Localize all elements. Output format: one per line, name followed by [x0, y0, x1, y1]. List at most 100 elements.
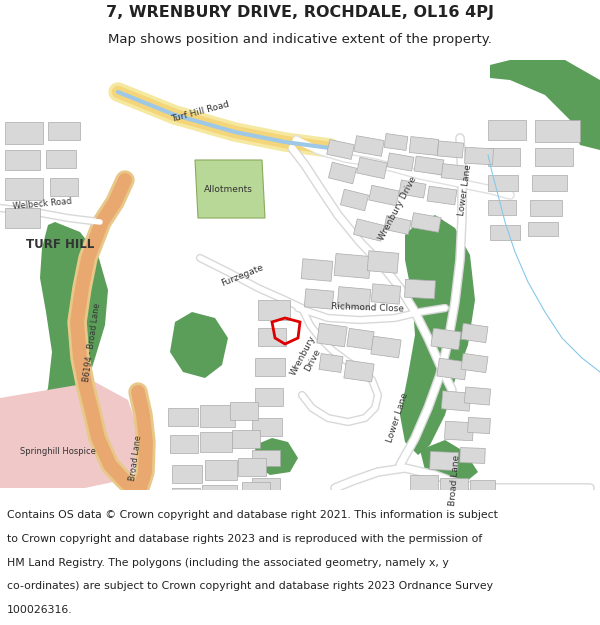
FancyBboxPatch shape	[200, 405, 235, 427]
Polygon shape	[400, 215, 475, 455]
FancyBboxPatch shape	[445, 421, 473, 441]
FancyBboxPatch shape	[5, 178, 43, 200]
Text: Broad Lane: Broad Lane	[448, 454, 462, 506]
Polygon shape	[170, 312, 228, 378]
FancyBboxPatch shape	[535, 148, 573, 166]
FancyBboxPatch shape	[172, 465, 202, 483]
Polygon shape	[195, 160, 265, 218]
FancyBboxPatch shape	[48, 122, 80, 140]
FancyBboxPatch shape	[170, 435, 198, 453]
FancyBboxPatch shape	[409, 137, 439, 156]
FancyBboxPatch shape	[252, 418, 282, 436]
FancyBboxPatch shape	[202, 485, 237, 503]
FancyBboxPatch shape	[347, 328, 374, 349]
FancyBboxPatch shape	[371, 336, 401, 358]
FancyBboxPatch shape	[488, 120, 526, 140]
Text: to Crown copyright and database rights 2023 and is reproduced with the permissio: to Crown copyright and database rights 2…	[7, 534, 482, 544]
FancyBboxPatch shape	[230, 402, 258, 420]
FancyBboxPatch shape	[319, 354, 343, 372]
Text: Wrenbury Drive: Wrenbury Drive	[377, 174, 419, 241]
FancyBboxPatch shape	[532, 175, 567, 191]
FancyBboxPatch shape	[460, 448, 485, 463]
FancyBboxPatch shape	[232, 430, 260, 448]
FancyBboxPatch shape	[437, 141, 464, 158]
Text: Contains OS data © Crown copyright and database right 2021. This information is : Contains OS data © Crown copyright and d…	[7, 510, 498, 520]
FancyBboxPatch shape	[301, 259, 333, 281]
FancyBboxPatch shape	[304, 289, 334, 309]
FancyBboxPatch shape	[334, 254, 371, 279]
FancyBboxPatch shape	[414, 156, 444, 175]
FancyBboxPatch shape	[200, 432, 232, 452]
FancyBboxPatch shape	[461, 323, 488, 342]
FancyBboxPatch shape	[255, 388, 283, 406]
Text: co-ordinates) are subject to Crown copyright and database rights 2023 Ordnance S: co-ordinates) are subject to Crown copyr…	[7, 581, 493, 591]
FancyBboxPatch shape	[252, 478, 280, 494]
Text: Allotments: Allotments	[203, 186, 253, 194]
FancyBboxPatch shape	[530, 200, 562, 216]
FancyBboxPatch shape	[535, 120, 580, 142]
FancyBboxPatch shape	[168, 408, 198, 426]
Text: Richmond Close: Richmond Close	[331, 302, 404, 314]
FancyBboxPatch shape	[387, 153, 414, 171]
Text: Map shows position and indicative extent of the property.: Map shows position and indicative extent…	[108, 32, 492, 46]
FancyBboxPatch shape	[430, 451, 458, 471]
FancyBboxPatch shape	[464, 387, 491, 405]
Text: Welbeck Road: Welbeck Road	[12, 197, 72, 211]
FancyBboxPatch shape	[252, 450, 280, 466]
FancyBboxPatch shape	[488, 200, 516, 215]
FancyBboxPatch shape	[344, 360, 374, 382]
Text: B6194 - Broad Lane: B6194 - Broad Lane	[82, 302, 102, 382]
FancyBboxPatch shape	[399, 180, 426, 198]
Text: Lower Lane: Lower Lane	[457, 164, 473, 216]
Text: Turf Hill Road: Turf Hill Road	[170, 100, 230, 124]
FancyBboxPatch shape	[441, 391, 471, 411]
FancyBboxPatch shape	[440, 478, 468, 493]
Text: TURF HILL: TURF HILL	[26, 239, 94, 251]
Text: HM Land Registry. The polygons (including the associated geometry, namely x, y: HM Land Registry. The polygons (includin…	[7, 558, 449, 568]
FancyBboxPatch shape	[404, 279, 436, 299]
Polygon shape	[420, 440, 478, 485]
FancyBboxPatch shape	[238, 458, 266, 476]
FancyBboxPatch shape	[328, 162, 356, 184]
Text: Broad Lane: Broad Lane	[128, 435, 143, 481]
Text: Springhill Hospice: Springhill Hospice	[20, 448, 96, 456]
FancyBboxPatch shape	[327, 139, 354, 159]
FancyBboxPatch shape	[464, 148, 493, 165]
FancyBboxPatch shape	[467, 418, 490, 434]
FancyBboxPatch shape	[427, 186, 457, 205]
FancyBboxPatch shape	[384, 216, 411, 234]
FancyBboxPatch shape	[410, 475, 438, 491]
FancyBboxPatch shape	[5, 122, 43, 144]
FancyBboxPatch shape	[369, 185, 399, 206]
FancyBboxPatch shape	[258, 328, 286, 346]
Polygon shape	[490, 60, 600, 150]
FancyBboxPatch shape	[337, 287, 371, 309]
FancyBboxPatch shape	[50, 178, 78, 196]
Text: 7, WRENBURY DRIVE, ROCHDALE, OL16 4PJ: 7, WRENBURY DRIVE, ROCHDALE, OL16 4PJ	[106, 5, 494, 20]
FancyBboxPatch shape	[258, 300, 290, 320]
FancyBboxPatch shape	[431, 328, 461, 350]
Text: 100026316.: 100026316.	[7, 605, 73, 615]
FancyBboxPatch shape	[5, 150, 40, 170]
FancyBboxPatch shape	[470, 480, 495, 494]
FancyBboxPatch shape	[367, 251, 399, 273]
FancyBboxPatch shape	[437, 358, 467, 380]
FancyBboxPatch shape	[354, 136, 384, 156]
Text: Wrenbury
Drive: Wrenbury Drive	[289, 334, 327, 382]
FancyBboxPatch shape	[242, 482, 270, 498]
Text: Furzegate: Furzegate	[220, 262, 265, 288]
FancyBboxPatch shape	[488, 148, 520, 166]
Polygon shape	[255, 438, 298, 475]
FancyBboxPatch shape	[255, 358, 285, 376]
FancyBboxPatch shape	[384, 134, 408, 151]
Polygon shape	[0, 382, 140, 488]
Text: Lower Lane: Lower Lane	[386, 392, 410, 444]
FancyBboxPatch shape	[528, 222, 558, 236]
FancyBboxPatch shape	[488, 175, 518, 191]
Polygon shape	[32, 222, 108, 482]
FancyBboxPatch shape	[340, 189, 368, 211]
FancyBboxPatch shape	[353, 219, 385, 241]
FancyBboxPatch shape	[356, 158, 388, 179]
FancyBboxPatch shape	[317, 323, 347, 347]
FancyBboxPatch shape	[490, 225, 520, 240]
